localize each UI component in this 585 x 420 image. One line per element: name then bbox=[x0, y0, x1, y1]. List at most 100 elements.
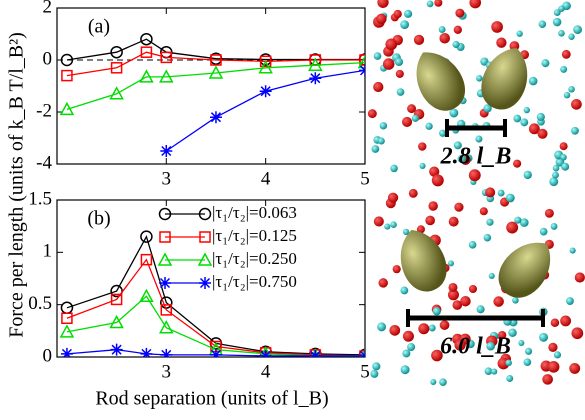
legend-label: |τ₁/τ₂|=0.125 bbox=[212, 226, 297, 245]
particle bbox=[493, 296, 504, 307]
particle bbox=[523, 107, 530, 114]
particle bbox=[561, 162, 570, 171]
marker bbox=[359, 64, 365, 77]
particle bbox=[513, 159, 522, 168]
particle bbox=[553, 9, 561, 17]
rod bbox=[498, 242, 551, 298]
legend-label: |τ₁/τ₂|=0.250 bbox=[212, 249, 297, 268]
marker bbox=[109, 314, 124, 329]
y-tick-label: 1.5 bbox=[28, 188, 52, 209]
marker bbox=[199, 231, 211, 243]
y-tick-label: -4 bbox=[36, 152, 52, 173]
particle bbox=[439, 320, 450, 330]
series-line bbox=[66, 61, 365, 111]
particle bbox=[560, 154, 567, 161]
particle bbox=[434, 0, 443, 7]
marker bbox=[308, 57, 323, 71]
particle bbox=[573, 25, 582, 34]
particle bbox=[539, 332, 549, 342]
particle bbox=[569, 247, 576, 254]
particle bbox=[542, 374, 553, 385]
particle bbox=[404, 9, 413, 18]
particle bbox=[372, 362, 381, 371]
marker bbox=[110, 45, 123, 59]
particle bbox=[438, 26, 446, 34]
marker bbox=[258, 60, 273, 74]
particle bbox=[491, 21, 503, 33]
particle bbox=[497, 189, 505, 197]
particle bbox=[454, 339, 466, 351]
x-tick-label: 5 bbox=[360, 168, 370, 189]
particle bbox=[460, 295, 471, 307]
marker bbox=[140, 230, 153, 243]
particle bbox=[547, 360, 560, 373]
marker bbox=[198, 207, 212, 221]
snapshot-b: 6.0 l_B bbox=[370, 187, 585, 387]
series-line bbox=[66, 258, 365, 357]
particle bbox=[396, 88, 405, 96]
particle bbox=[379, 122, 388, 130]
particle bbox=[419, 162, 426, 169]
particle bbox=[448, 216, 459, 227]
marker bbox=[160, 51, 173, 64]
particle bbox=[550, 222, 558, 230]
snapshot-a: 2.8 l_B bbox=[367, 0, 585, 187]
particle bbox=[566, 297, 574, 305]
particle bbox=[432, 307, 441, 316]
particle bbox=[400, 365, 410, 375]
particle bbox=[571, 98, 582, 110]
particle bbox=[488, 272, 495, 279]
particle bbox=[387, 192, 399, 203]
particle bbox=[408, 188, 418, 198]
marker bbox=[61, 312, 73, 325]
particle bbox=[528, 76, 538, 86]
marker bbox=[159, 320, 174, 334]
particle bbox=[571, 126, 579, 135]
particle bbox=[454, 202, 464, 212]
particle bbox=[457, 154, 466, 163]
marker bbox=[160, 145, 173, 157]
y-tick-label: 0.5 bbox=[28, 293, 52, 314]
particle bbox=[519, 218, 529, 227]
y-tick-label: -2 bbox=[36, 100, 52, 121]
x-tick-label: 5 bbox=[360, 361, 370, 382]
particle bbox=[563, 91, 571, 99]
particle bbox=[426, 0, 434, 8]
particle bbox=[525, 347, 533, 355]
particle bbox=[516, 30, 523, 37]
x-tick-label: 3 bbox=[162, 361, 172, 382]
particle bbox=[428, 201, 438, 211]
marker bbox=[259, 349, 272, 357]
particle bbox=[538, 20, 547, 29]
particle bbox=[544, 208, 554, 218]
particle bbox=[393, 9, 402, 19]
particle bbox=[550, 318, 560, 327]
particle bbox=[439, 32, 450, 44]
particle bbox=[407, 104, 417, 114]
particle bbox=[392, 265, 401, 274]
particle bbox=[523, 358, 532, 367]
legend-label: |τ₁/τ₂|=0.750 bbox=[212, 272, 297, 291]
particle bbox=[476, 305, 485, 314]
panel-label: (a) bbox=[88, 16, 110, 38]
marker bbox=[160, 348, 173, 357]
plot-frame bbox=[56, 199, 366, 358]
particle bbox=[568, 85, 575, 93]
marker bbox=[209, 348, 222, 357]
marker bbox=[309, 349, 322, 357]
particle bbox=[549, 177, 559, 187]
particle bbox=[469, 0, 482, 9]
particle bbox=[431, 349, 443, 362]
x-tick-label: 4 bbox=[261, 361, 271, 382]
particle bbox=[536, 112, 545, 122]
particle bbox=[373, 81, 384, 93]
marker bbox=[259, 85, 272, 98]
marker bbox=[110, 293, 123, 306]
marker bbox=[159, 69, 174, 83]
particle bbox=[413, 34, 425, 45]
particle bbox=[468, 284, 477, 294]
marker bbox=[359, 54, 365, 66]
particle bbox=[449, 108, 459, 118]
particle bbox=[496, 37, 507, 48]
